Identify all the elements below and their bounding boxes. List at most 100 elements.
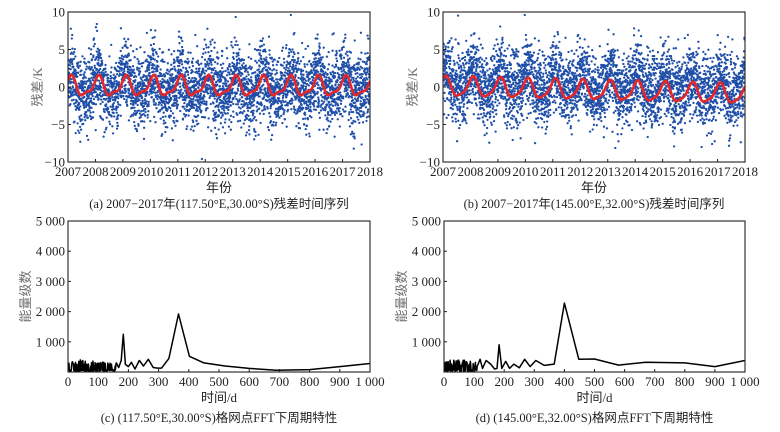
data-point — [185, 127, 188, 131]
data-point — [491, 111, 495, 114]
data-point — [461, 110, 465, 113]
data-point — [443, 99, 447, 103]
data-point — [217, 128, 220, 131]
data-point — [120, 69, 123, 72]
data-point — [291, 63, 295, 66]
data-point — [191, 70, 194, 73]
data-point — [184, 113, 188, 117]
data-point — [122, 95, 125, 98]
data-point — [192, 97, 195, 101]
data-point — [220, 111, 223, 114]
data-point — [119, 49, 122, 53]
data-point — [318, 111, 321, 115]
x-axis-label: 年份 — [206, 180, 232, 195]
data-point — [92, 54, 95, 57]
data-point — [297, 82, 300, 85]
data-point — [478, 78, 482, 81]
data-point — [265, 56, 268, 59]
data-point — [246, 117, 249, 120]
data-point — [288, 69, 292, 72]
data-point — [77, 129, 80, 132]
data-point — [283, 118, 287, 121]
data-point — [502, 97, 505, 101]
data-point — [280, 103, 284, 107]
data-point — [111, 125, 114, 128]
data-point — [291, 99, 294, 102]
x-tick-label: 2014 — [247, 164, 274, 179]
y-tick-label: 5 — [59, 42, 66, 57]
data-point — [451, 104, 455, 107]
data-point — [240, 64, 244, 67]
data-point — [215, 100, 218, 103]
data-point — [503, 49, 506, 52]
data-point — [212, 109, 215, 113]
data-point — [327, 50, 330, 54]
data-point — [178, 61, 181, 65]
data-point — [293, 59, 296, 62]
data-point — [352, 110, 355, 114]
data-point — [307, 104, 310, 108]
data-point — [154, 29, 157, 32]
data-point — [448, 67, 452, 70]
data-point — [366, 51, 369, 55]
data-point — [191, 64, 195, 68]
data-point — [300, 73, 303, 76]
data-point — [70, 78, 73, 81]
data-point — [340, 70, 343, 73]
data-point — [456, 75, 459, 78]
data-point — [471, 83, 474, 86]
data-point — [97, 62, 100, 65]
data-point — [356, 97, 360, 100]
data-point — [477, 75, 481, 78]
data-point — [112, 108, 116, 111]
data-point — [82, 77, 85, 80]
data-point — [178, 42, 181, 45]
data-point — [237, 84, 240, 87]
data-point — [230, 89, 234, 93]
data-point — [283, 71, 287, 74]
data-point — [102, 108, 106, 111]
data-point — [91, 94, 94, 98]
data-point — [200, 109, 203, 112]
data-point — [324, 71, 327, 74]
data-point — [270, 72, 274, 75]
data-point — [364, 101, 368, 104]
data-point — [350, 73, 353, 76]
data-point — [328, 100, 331, 104]
data-point — [318, 128, 321, 131]
data-point — [284, 47, 288, 50]
data-point — [367, 37, 370, 40]
data-point — [308, 132, 311, 135]
data-point — [153, 88, 156, 91]
data-point — [209, 40, 212, 43]
data-point — [489, 115, 492, 118]
data-point — [110, 76, 113, 80]
data-point — [236, 120, 240, 123]
data-point — [287, 89, 290, 93]
data-point — [194, 33, 197, 37]
data-point — [102, 135, 105, 138]
data-point — [76, 63, 79, 66]
data-point — [305, 70, 308, 73]
data-point — [334, 87, 338, 91]
data-point — [142, 73, 145, 77]
data-point — [107, 89, 111, 92]
data-point — [144, 114, 147, 117]
data-point — [262, 61, 265, 64]
data-point — [505, 124, 508, 127]
data-point — [501, 85, 504, 88]
data-point — [489, 110, 492, 113]
data-point — [361, 121, 365, 124]
data-point — [502, 66, 505, 70]
data-point — [95, 50, 99, 53]
data-point — [325, 131, 328, 135]
data-point — [216, 51, 219, 54]
data-point — [473, 32, 476, 35]
data-point — [178, 96, 181, 100]
data-point — [480, 85, 483, 89]
data-point — [187, 109, 191, 113]
data-point — [292, 65, 295, 68]
data-point — [154, 121, 157, 124]
data-point — [294, 64, 298, 67]
data-point — [137, 109, 141, 112]
